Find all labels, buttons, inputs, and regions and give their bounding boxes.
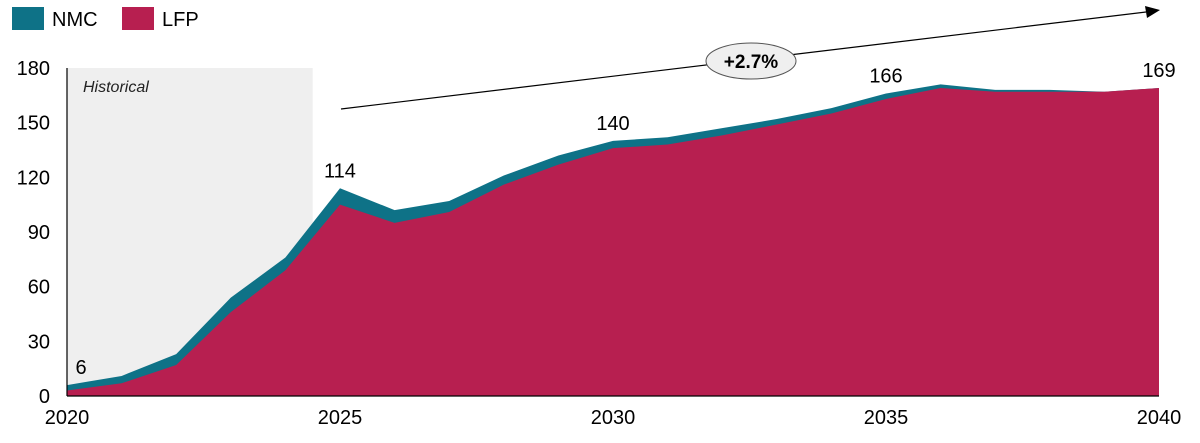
plot-area: Historical [67, 68, 1159, 397]
y-tick-label: 180 [17, 58, 50, 80]
data-label: 114 [324, 160, 356, 182]
axes: 0 30 60 90 120 150 180 2020 2025 2030 2035 2040 [17, 58, 1182, 429]
legend-swatch [12, 7, 44, 30]
y-tick-label: 0 [39, 386, 50, 408]
legend-label: NMC [52, 9, 98, 31]
y-tick-label: 60 [28, 277, 50, 299]
data-labels: 6 114 140 166 169 [75, 60, 1175, 379]
growth-label: +2.7% [724, 52, 779, 73]
data-label: 6 [75, 357, 86, 379]
x-tick-label: 2020 [45, 407, 90, 429]
growth-annotation: +2.7% [340, 6, 1160, 110]
y-tick-label: 150 [17, 113, 50, 135]
data-label: 140 [596, 113, 629, 135]
x-tick-label: 2035 [864, 407, 909, 429]
x-tick-label: 2025 [318, 407, 363, 429]
y-tick-label: 30 [28, 331, 50, 353]
legend-swatch [122, 7, 154, 30]
historical-label: Historical [83, 79, 149, 96]
growth-arrow-head [1145, 6, 1160, 18]
x-tick-label: 2040 [1137, 407, 1182, 429]
x-tick-label: 2030 [591, 407, 636, 429]
data-label: 169 [1142, 60, 1175, 82]
growth-badge [705, 42, 797, 80]
area-series-lfp [67, 88, 1159, 397]
legend-label: LFP [162, 9, 199, 31]
y-tick-label: 90 [28, 222, 50, 244]
y-tick-label: 120 [17, 167, 50, 189]
legend: NMC LFP [12, 7, 199, 31]
data-label: 166 [869, 66, 902, 88]
